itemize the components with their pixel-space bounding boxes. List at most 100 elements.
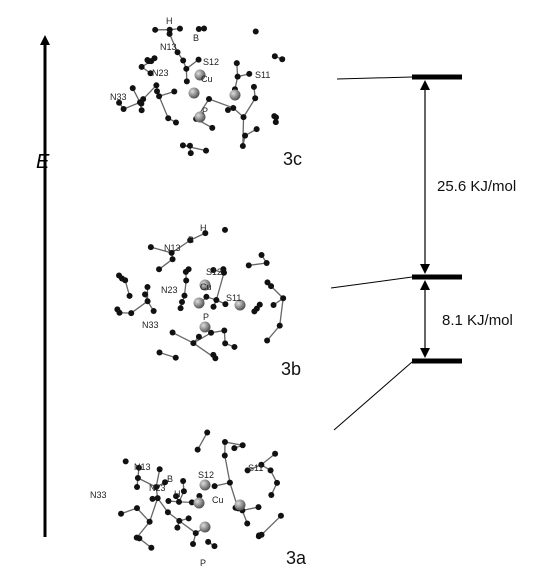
axis-label: E <box>36 151 50 173</box>
atom-label: B <box>167 474 173 484</box>
connector <box>331 277 412 288</box>
atom <box>151 308 157 314</box>
atom <box>118 511 124 517</box>
atom <box>213 297 219 303</box>
atom <box>253 28 259 34</box>
bond <box>193 333 211 343</box>
structure-name: 3b <box>281 359 301 379</box>
atom <box>144 284 150 290</box>
atom <box>234 60 240 66</box>
heavy-atom <box>200 480 211 491</box>
atom <box>186 515 192 521</box>
atom <box>165 115 171 121</box>
heavy-atom <box>194 498 205 509</box>
atom <box>225 107 231 113</box>
atom <box>176 499 182 505</box>
gap-label: 25.6 KJ/mol <box>437 178 516 195</box>
structure-name: 3a <box>286 548 307 568</box>
atom-label: P <box>202 106 208 116</box>
atom <box>235 74 241 80</box>
atom <box>222 340 228 346</box>
atom-label: H <box>200 223 207 233</box>
atom-label: S12 <box>206 267 222 277</box>
atom <box>154 88 160 94</box>
atom <box>130 85 136 91</box>
atom-label: P <box>200 558 206 568</box>
atom-label: N23 <box>161 285 178 295</box>
atom <box>180 478 186 484</box>
atom <box>206 96 212 102</box>
atom <box>173 355 179 361</box>
bond <box>262 516 281 535</box>
atom <box>187 143 193 149</box>
atom <box>201 26 207 32</box>
atom <box>177 26 183 32</box>
atom-label: Cu <box>200 282 212 292</box>
atom <box>170 256 176 262</box>
atom <box>150 496 156 502</box>
heavy-atom <box>189 88 200 99</box>
heavy-atom <box>200 322 211 333</box>
atom <box>157 350 163 356</box>
atom <box>278 513 284 519</box>
atom <box>157 466 163 472</box>
atom <box>231 344 237 350</box>
atom <box>116 273 122 279</box>
atom <box>134 484 140 490</box>
atom <box>279 56 285 62</box>
atom-label: N33 <box>110 92 127 102</box>
connector <box>334 362 412 430</box>
heavy-atom <box>230 90 241 101</box>
atom-label: B <box>193 33 199 43</box>
atom-label: N13 <box>134 462 151 472</box>
atom-label: N33 <box>90 490 107 500</box>
atom <box>144 57 150 63</box>
atom <box>195 447 201 453</box>
energy-diagram: E 25.6 KJ/mol 8.1 KJ/mol 3c 3b 3a H B N1… <box>0 0 541 568</box>
bond <box>244 98 256 117</box>
bond <box>159 96 168 118</box>
atom <box>140 96 146 102</box>
atom <box>257 302 263 308</box>
heavy-atom <box>235 500 246 511</box>
atom-label: S12 <box>198 470 214 480</box>
atom <box>139 64 145 70</box>
atom-label: N23 <box>152 68 169 78</box>
atom-label: N13 <box>164 243 181 253</box>
atom-label: H <box>174 489 181 499</box>
atom <box>193 530 199 536</box>
atom <box>242 133 248 139</box>
atom <box>128 310 134 316</box>
atom <box>181 488 187 494</box>
atom-label: P <box>203 312 209 322</box>
gap-label: 8.1 KJ/mol <box>442 312 513 329</box>
atom <box>196 26 202 32</box>
atom-label: N23 <box>149 483 166 493</box>
atom <box>210 352 216 358</box>
atom <box>123 458 129 464</box>
bond <box>209 99 233 108</box>
atom <box>180 142 186 148</box>
atom <box>170 330 176 336</box>
heavy-atom <box>200 522 211 533</box>
atom <box>240 143 246 149</box>
atom-label: Cu <box>212 495 224 505</box>
atom <box>186 266 192 272</box>
atom <box>227 480 233 486</box>
atom <box>147 519 153 525</box>
atom <box>135 475 141 481</box>
atom <box>222 439 228 445</box>
atom <box>114 306 120 312</box>
atom <box>221 328 227 334</box>
atom <box>209 125 215 131</box>
atom-label: H <box>166 16 173 26</box>
atom <box>190 541 196 547</box>
atom <box>134 505 140 511</box>
atom <box>184 78 190 84</box>
atom <box>230 105 236 111</box>
atom <box>180 57 186 63</box>
atom <box>211 304 217 310</box>
atom <box>271 302 277 308</box>
levels <box>331 77 462 430</box>
atom <box>136 535 142 541</box>
